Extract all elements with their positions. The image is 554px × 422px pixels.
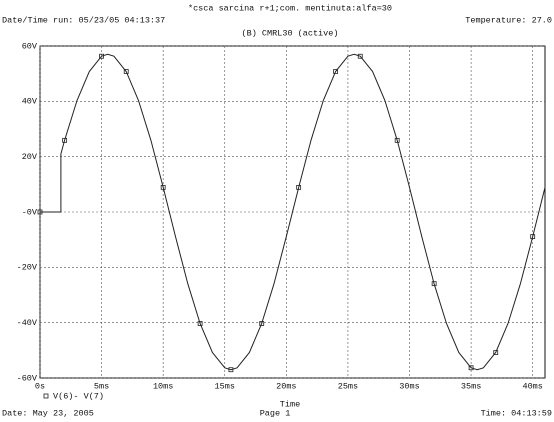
x-axis-label: Time xyxy=(280,399,300,409)
y-tick-label: 40V xyxy=(22,97,38,107)
run-info: Date/Time run: 05/23/05 04:13:37 xyxy=(2,15,165,25)
footer-time: Time: 04:13:59 xyxy=(481,408,552,418)
y-tick-label: -40V xyxy=(17,318,38,328)
y-tick-label: 60V xyxy=(22,41,38,51)
x-tick-label: 10ms xyxy=(153,381,173,391)
point-marker xyxy=(259,321,265,326)
point-marker xyxy=(530,234,536,240)
footer-page: Page 1 xyxy=(260,408,291,418)
y-tick-label: -20V xyxy=(17,263,38,273)
chart-subtitle: (B) CMRL30 (active) xyxy=(242,28,339,38)
legend-marker xyxy=(43,393,49,399)
legend-label: V(6)- V(7) xyxy=(53,391,104,401)
x-tick-label: 40ms xyxy=(522,381,542,391)
point-marker xyxy=(431,281,437,287)
point-marker xyxy=(99,53,104,59)
point-marker xyxy=(197,321,203,326)
point-marker xyxy=(160,184,166,190)
point-marker xyxy=(493,350,499,355)
x-tick-label: 35ms xyxy=(461,381,481,391)
y-tick-label: -60V xyxy=(17,373,38,383)
point-marker xyxy=(62,137,68,143)
point-marker xyxy=(333,69,339,74)
point-marker xyxy=(228,367,234,373)
point-marker xyxy=(468,365,474,371)
x-tick-label: 15ms xyxy=(215,381,235,391)
x-tick-label: 20ms xyxy=(276,381,296,391)
x-tick-label: 30ms xyxy=(399,381,419,391)
point-marker xyxy=(123,69,129,74)
point-marker xyxy=(37,209,43,215)
chart-title: *csca sarcina r+1;com. mentinuta:alfa=30 xyxy=(188,3,392,13)
temperature: Temperature: 27.0 xyxy=(465,15,552,25)
x-tick-label: 0s xyxy=(35,381,45,391)
y-tick-label: 20V xyxy=(22,152,38,162)
x-tick-label: 5ms xyxy=(94,381,109,391)
y-tick-label: -0V xyxy=(22,207,38,217)
series-line xyxy=(40,53,546,371)
point-marker xyxy=(394,137,400,143)
point-marker xyxy=(296,184,302,190)
x-tick-label: 25ms xyxy=(338,381,358,391)
footer-date: Date: May 23, 2005 xyxy=(2,408,94,418)
point-marker xyxy=(357,53,363,59)
